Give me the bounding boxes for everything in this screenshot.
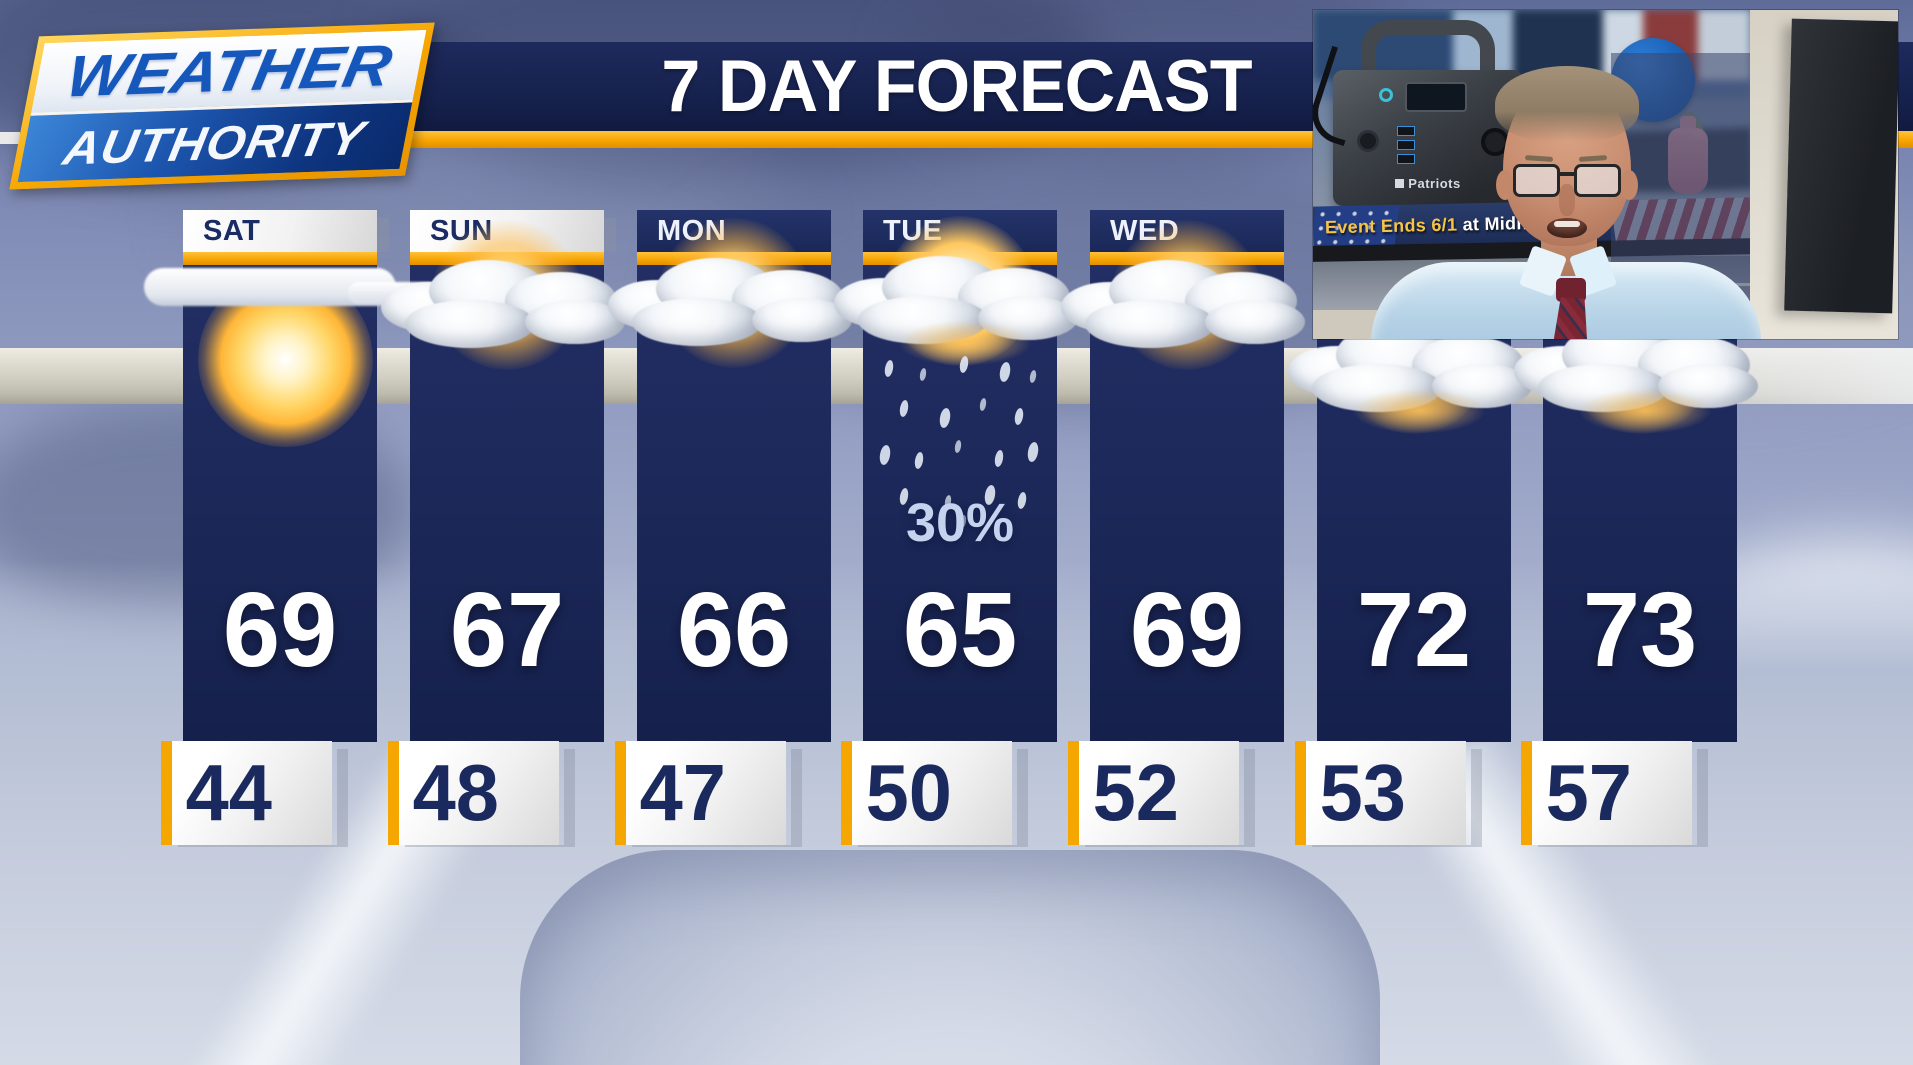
partly-cloudy-icon [1057,220,1317,370]
accent-bar [1068,741,1079,845]
accent-bar [1295,741,1306,845]
high-temp: 69 [1129,571,1245,689]
rain-cloud-icon [830,216,1090,366]
low-temp-box: 53 [1295,741,1471,845]
logo-line2: AUTHORITY [17,99,413,183]
high-temp: 69 [222,571,338,689]
high-temp: 66 [676,571,792,689]
product-display [1405,82,1467,112]
low-temp: 44 [172,741,333,845]
high-temp: 73 [1582,571,1698,689]
banner-left-strip [0,132,20,144]
low-temp-box: 47 [615,741,791,845]
accent-bar [841,741,852,845]
sun-cloud-icon [144,248,440,448]
high-temp: 72 [1356,571,1472,689]
product-handle [1361,20,1495,84]
accent-bar [183,252,377,265]
accent-bar [161,741,172,845]
high-temp: 67 [449,571,565,689]
low-temp: 53 [1306,741,1467,845]
weather-authority-logo: WEATHER AUTHORITY [9,22,435,190]
power-station-product: Patriots [1313,20,1523,206]
accent-bar [1521,741,1532,845]
low-temp-box: 50 [841,741,1017,845]
day-label: SAT [183,210,377,252]
presenter-head [1495,66,1639,246]
low-temp-box: 44 [161,741,337,845]
low-temp-box: 48 [388,741,564,845]
accent-bar [388,741,399,845]
high-temp: 65 [902,571,1018,689]
glasses-icon [1513,164,1621,200]
low-temp: 48 [399,741,560,845]
low-temp-box: 57 [1521,741,1697,845]
low-temp: 47 [626,741,787,845]
partly-cloudy-icon [377,220,637,370]
product-outlet [1357,130,1379,152]
accent-bar [615,741,626,845]
product-brand-label: Patriots [1333,176,1523,191]
precip-chance: 30% [905,493,1015,553]
low-temp: 50 [852,741,1013,845]
studio-desk-pit [520,850,1380,1065]
presenter-video-inset: Patriots More er! Event Ends 6/1 at Midn… [1313,10,1898,339]
partly-cloudy-icon [604,218,864,368]
low-temp-box: 52 [1068,741,1244,845]
page-title: 7 DAY FORECAST [661,46,1252,127]
weather-presenter [1313,10,1898,339]
low-temp: 57 [1532,741,1693,845]
hair [1495,66,1639,142]
low-temp: 52 [1079,741,1240,845]
product-led-ring [1379,88,1393,102]
